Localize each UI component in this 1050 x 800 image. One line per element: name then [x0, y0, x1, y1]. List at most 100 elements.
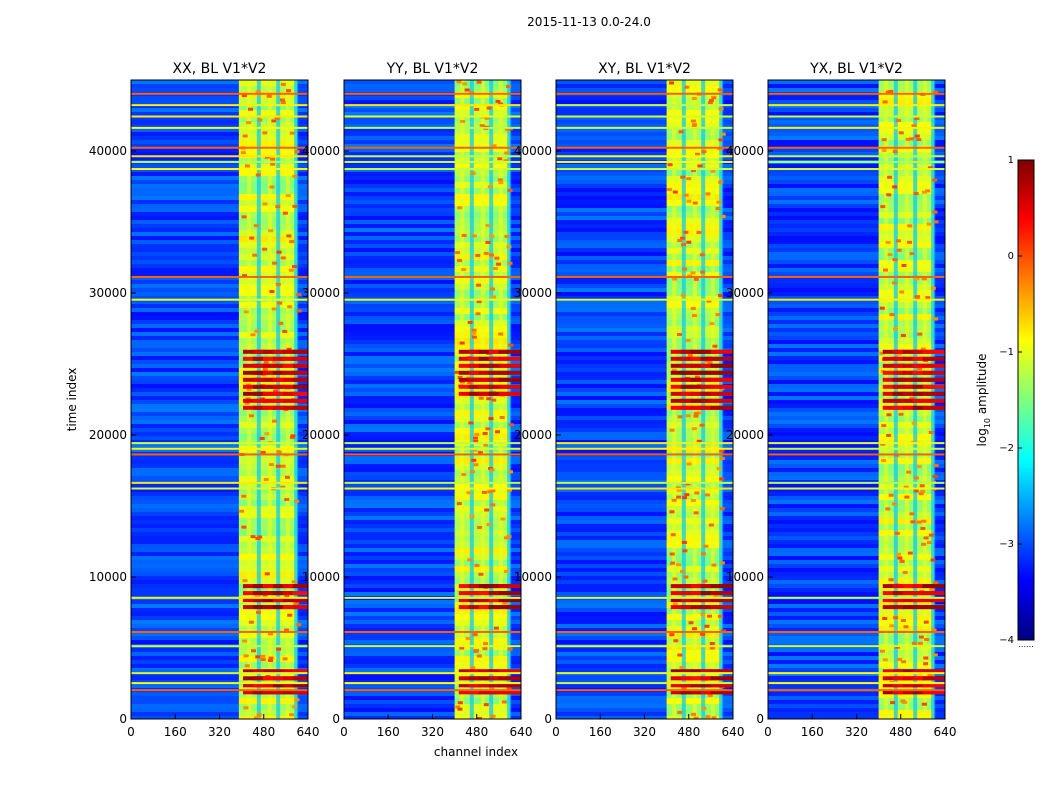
- rfi-speck: [895, 119, 901, 123]
- strong-rfi-cell: [922, 363, 945, 368]
- noise-row: [131, 256, 308, 260]
- rfi-line: [556, 298, 733, 301]
- noise-row: [768, 620, 945, 624]
- rfi-speck: [717, 614, 723, 618]
- rfi-line: [768, 481, 945, 484]
- rfi-speck: [280, 82, 286, 86]
- noise-row: [556, 632, 733, 636]
- panel-title: YX, BL V1*V2: [809, 61, 903, 77]
- rfi-speck: [914, 296, 920, 300]
- noise-row: [768, 548, 945, 552]
- noise-row: [768, 412, 945, 416]
- rfi-line: [131, 126, 308, 129]
- rfi-speck: [705, 715, 711, 719]
- rfi-line: [344, 298, 521, 301]
- noise-row: [768, 632, 945, 636]
- noise-row: [768, 656, 945, 660]
- noise-row: [768, 676, 945, 680]
- strong-rfi-cell: [710, 363, 733, 368]
- noise-row: [344, 648, 521, 652]
- rfi-speck: [892, 150, 898, 154]
- noise-row: [131, 668, 308, 672]
- noise-row: [131, 348, 308, 352]
- rfi-line: [556, 481, 733, 484]
- noise-row: [556, 240, 733, 244]
- rfi-speck: [455, 705, 461, 709]
- noise-row: [344, 120, 521, 124]
- rfi-speck: [461, 233, 467, 237]
- rfi-speck: [246, 387, 252, 391]
- rfi-speck: [250, 535, 256, 539]
- rfi-speck: [893, 616, 899, 620]
- noise-row: [768, 360, 945, 364]
- noise-row: [768, 140, 945, 144]
- rfi-speck: [276, 647, 282, 651]
- rfi-speck: [685, 339, 691, 343]
- noise-row: [131, 188, 308, 192]
- noise-row: [344, 136, 521, 140]
- rfi-speck: [270, 157, 276, 161]
- noise-row: [556, 504, 733, 508]
- panel-title: XY, BL V1*V2: [598, 61, 691, 77]
- noise-row: [556, 588, 733, 592]
- rfi-speck: [253, 224, 259, 228]
- noise-row: [344, 428, 521, 432]
- noise-row: [768, 188, 945, 192]
- noise-row: [556, 296, 733, 300]
- noise-row: [768, 316, 945, 320]
- noise-row: [344, 604, 521, 608]
- strong-rfi-cell: [710, 391, 733, 396]
- noise-row: [556, 164, 733, 168]
- rfi-speck: [486, 523, 492, 527]
- noise-row: [131, 488, 308, 492]
- rfi-speck: [693, 716, 699, 719]
- noise-row: [556, 132, 733, 136]
- noise-row: [768, 608, 945, 612]
- rfi-speck: [499, 415, 505, 419]
- rfi-speck: [268, 229, 274, 233]
- strong-rfi-cell: [922, 683, 945, 688]
- rfi-line: [131, 160, 308, 163]
- rfi-speck: [494, 256, 500, 260]
- rfi-speck: [285, 194, 291, 198]
- noise-row: [768, 492, 945, 496]
- rfi-speck: [694, 375, 700, 379]
- rfi-speck: [483, 443, 489, 447]
- strong-rfi-cell: [498, 370, 521, 375]
- noise-row: [131, 388, 308, 392]
- noise-row: [131, 660, 308, 664]
- noise-row: [131, 412, 308, 416]
- noise-row: [131, 120, 308, 124]
- rfi-speck: [259, 437, 265, 441]
- rfi-speck: [470, 666, 476, 670]
- noise-row: [768, 192, 945, 196]
- noise-row: [768, 108, 945, 112]
- rfi-speck: [248, 414, 254, 418]
- noise-row: [768, 264, 945, 268]
- heatmap-panel-2: 0 160 320 480 640 0 10000 20000 30000 40000 YY, BL…: [302, 61, 533, 759]
- y-tick-label: 0: [332, 712, 340, 726]
- rfi-speck: [459, 646, 465, 650]
- noise-row: [768, 532, 945, 536]
- noise-row: [556, 636, 733, 640]
- noise-row: [344, 400, 521, 404]
- noise-row: [556, 408, 733, 412]
- noise-row: [344, 620, 521, 624]
- rfi-speck: [485, 223, 491, 227]
- noise-row: [768, 116, 945, 120]
- noise-row: [556, 404, 733, 408]
- rfi-speck: [911, 641, 917, 645]
- rfi-speck: [900, 618, 906, 622]
- rfi-speck: [919, 484, 925, 488]
- x-tick-label: 160: [589, 725, 612, 739]
- noise-row: [131, 180, 308, 184]
- rfi-line: [556, 115, 733, 118]
- noise-row: [768, 684, 945, 688]
- rfi-speck: [249, 236, 255, 240]
- noise-row: [131, 172, 308, 176]
- noise-row: [344, 176, 521, 180]
- noise-row: [768, 476, 945, 480]
- rfi-speck: [280, 101, 286, 105]
- noise-row: [344, 500, 521, 504]
